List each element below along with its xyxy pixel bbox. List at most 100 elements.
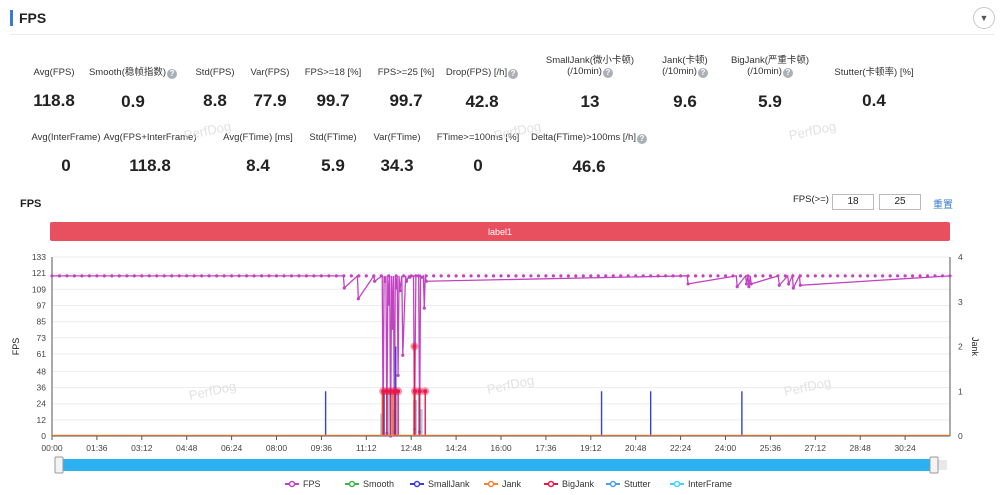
- fps-threshold-input-1[interactable]: 18: [832, 194, 874, 210]
- fps-point: [357, 274, 361, 278]
- metric-r1-10: Stutter(卡顿率) [%] 0.4: [814, 67, 934, 111]
- x-tick-label: 24:00: [715, 443, 737, 453]
- fps-point: [491, 274, 496, 278]
- metric-label: BigJank(严重卡顿) (/10min)?: [710, 55, 830, 78]
- metric-r1-5: FPS>=25 [%] 99.7: [346, 67, 466, 111]
- x-tick-label: 14:24: [445, 443, 467, 453]
- y-left-tick-label: 48: [37, 366, 47, 376]
- fps-point: [401, 353, 405, 357]
- fps-point: [828, 274, 832, 278]
- fps-point: [65, 274, 69, 278]
- fps-point: [432, 274, 436, 278]
- x-tick-label: 19:12: [580, 443, 602, 453]
- metric-label-unit: (/10min): [662, 66, 697, 77]
- zoom-handle-right[interactable]: [929, 456, 939, 474]
- metric-label-unit: (/10min): [747, 66, 782, 77]
- fps-point: [394, 286, 398, 290]
- metric-label: Var(FPS): [210, 67, 330, 78]
- x-tick-label: 28:48: [850, 443, 872, 453]
- x-tick-label: 11:12: [356, 443, 377, 453]
- metric-r2-1: Avg(FPS+InterFrame) 118.8: [90, 132, 210, 176]
- fps-point: [155, 274, 159, 278]
- fps-point: [626, 274, 630, 278]
- metric-label-text: SmallJank(微小卡顿): [545, 55, 635, 66]
- legend-swatch-dot: [609, 480, 617, 488]
- fps-point: [948, 274, 952, 278]
- fps-point: [110, 274, 114, 278]
- fps-point: [364, 274, 368, 278]
- fps-point: [506, 274, 511, 278]
- fps-point: [372, 274, 376, 278]
- legend-swatch-dot: [348, 480, 356, 488]
- fps-point: [312, 274, 316, 278]
- help-icon[interactable]: ?: [508, 69, 519, 79]
- section-title: FPS: [19, 10, 47, 26]
- fps-point: [379, 274, 383, 278]
- help-icon[interactable]: ?: [782, 68, 793, 78]
- y-left-tick-label: 73: [37, 333, 47, 343]
- fps-point: [402, 274, 406, 278]
- fps-point: [896, 274, 900, 278]
- fps-point: [701, 274, 705, 278]
- fps-point: [813, 274, 817, 278]
- fps-point: [738, 274, 743, 278]
- help-icon[interactable]: ?: [697, 68, 708, 78]
- metric-label-text: Jank(卡顿): [662, 55, 708, 66]
- legend-item[interactable]: InterFrame: [688, 479, 732, 489]
- fps-point: [267, 274, 271, 278]
- metric-label-unit: (/10min): [567, 66, 602, 77]
- fps-point: [222, 274, 226, 278]
- y-right-tick-label: 2: [958, 342, 963, 352]
- fps-threshold-input-2[interactable]: 25: [879, 194, 921, 210]
- metric-value: 13: [580, 92, 600, 111]
- fps-point: [237, 274, 241, 278]
- metric-label: Avg(FPS+InterFrame): [90, 132, 210, 143]
- legend-item[interactable]: SmallJank: [428, 479, 470, 489]
- metric-label-text: Std(FTime): [309, 132, 357, 143]
- fps-point: [589, 274, 593, 278]
- bigjank-point: [412, 344, 417, 349]
- fps-point: [746, 274, 750, 278]
- bigjank-point: [396, 389, 401, 394]
- metric-r1-3: Var(FPS) 77.9: [210, 67, 330, 111]
- x-tick-label: 06:24: [221, 443, 243, 453]
- collapse-button[interactable]: ▼: [973, 7, 995, 29]
- legend-item[interactable]: Smooth: [363, 479, 394, 489]
- legend-item[interactable]: FPS: [303, 479, 321, 489]
- legend-item[interactable]: BigJank: [562, 479, 595, 489]
- fps-point: [749, 282, 753, 286]
- legend-swatch-dot: [673, 480, 681, 488]
- fps-point: [783, 274, 787, 278]
- fps-point: [200, 274, 204, 278]
- fps-point: [162, 274, 166, 278]
- fps-point: [581, 274, 585, 278]
- legend-item[interactable]: Jank: [502, 479, 522, 489]
- fps-point: [798, 283, 802, 287]
- fps-point: [398, 289, 402, 293]
- fps-point: [551, 274, 555, 278]
- fps-point: [342, 286, 346, 290]
- fps-point: [821, 274, 825, 278]
- reset-link[interactable]: 重置: [933, 200, 953, 211]
- fps-point: [604, 274, 608, 278]
- fps-point: [454, 274, 458, 278]
- metric-label-text: Avg(FPS): [33, 67, 75, 78]
- y-right-tick-label: 3: [958, 297, 963, 307]
- zoom-handle-left[interactable]: [54, 456, 64, 474]
- fps-point: [461, 274, 466, 278]
- help-icon[interactable]: ?: [602, 68, 613, 78]
- fps-point: [424, 274, 428, 278]
- bigjank-point: [417, 389, 422, 394]
- fps-point: [349, 274, 353, 278]
- fps-point: [744, 282, 749, 286]
- metric-value: 99.7: [316, 91, 350, 110]
- y-right-tick-label: 4: [958, 252, 963, 262]
- help-icon[interactable]: ?: [636, 134, 647, 144]
- label-bar[interactable]: label1: [50, 222, 950, 241]
- y-left-tick-label: 61: [37, 349, 47, 359]
- help-icon[interactable]: ?: [167, 69, 178, 79]
- fps-point: [447, 274, 451, 278]
- legend-item[interactable]: Stutter: [624, 479, 651, 489]
- fps-point: [536, 274, 541, 278]
